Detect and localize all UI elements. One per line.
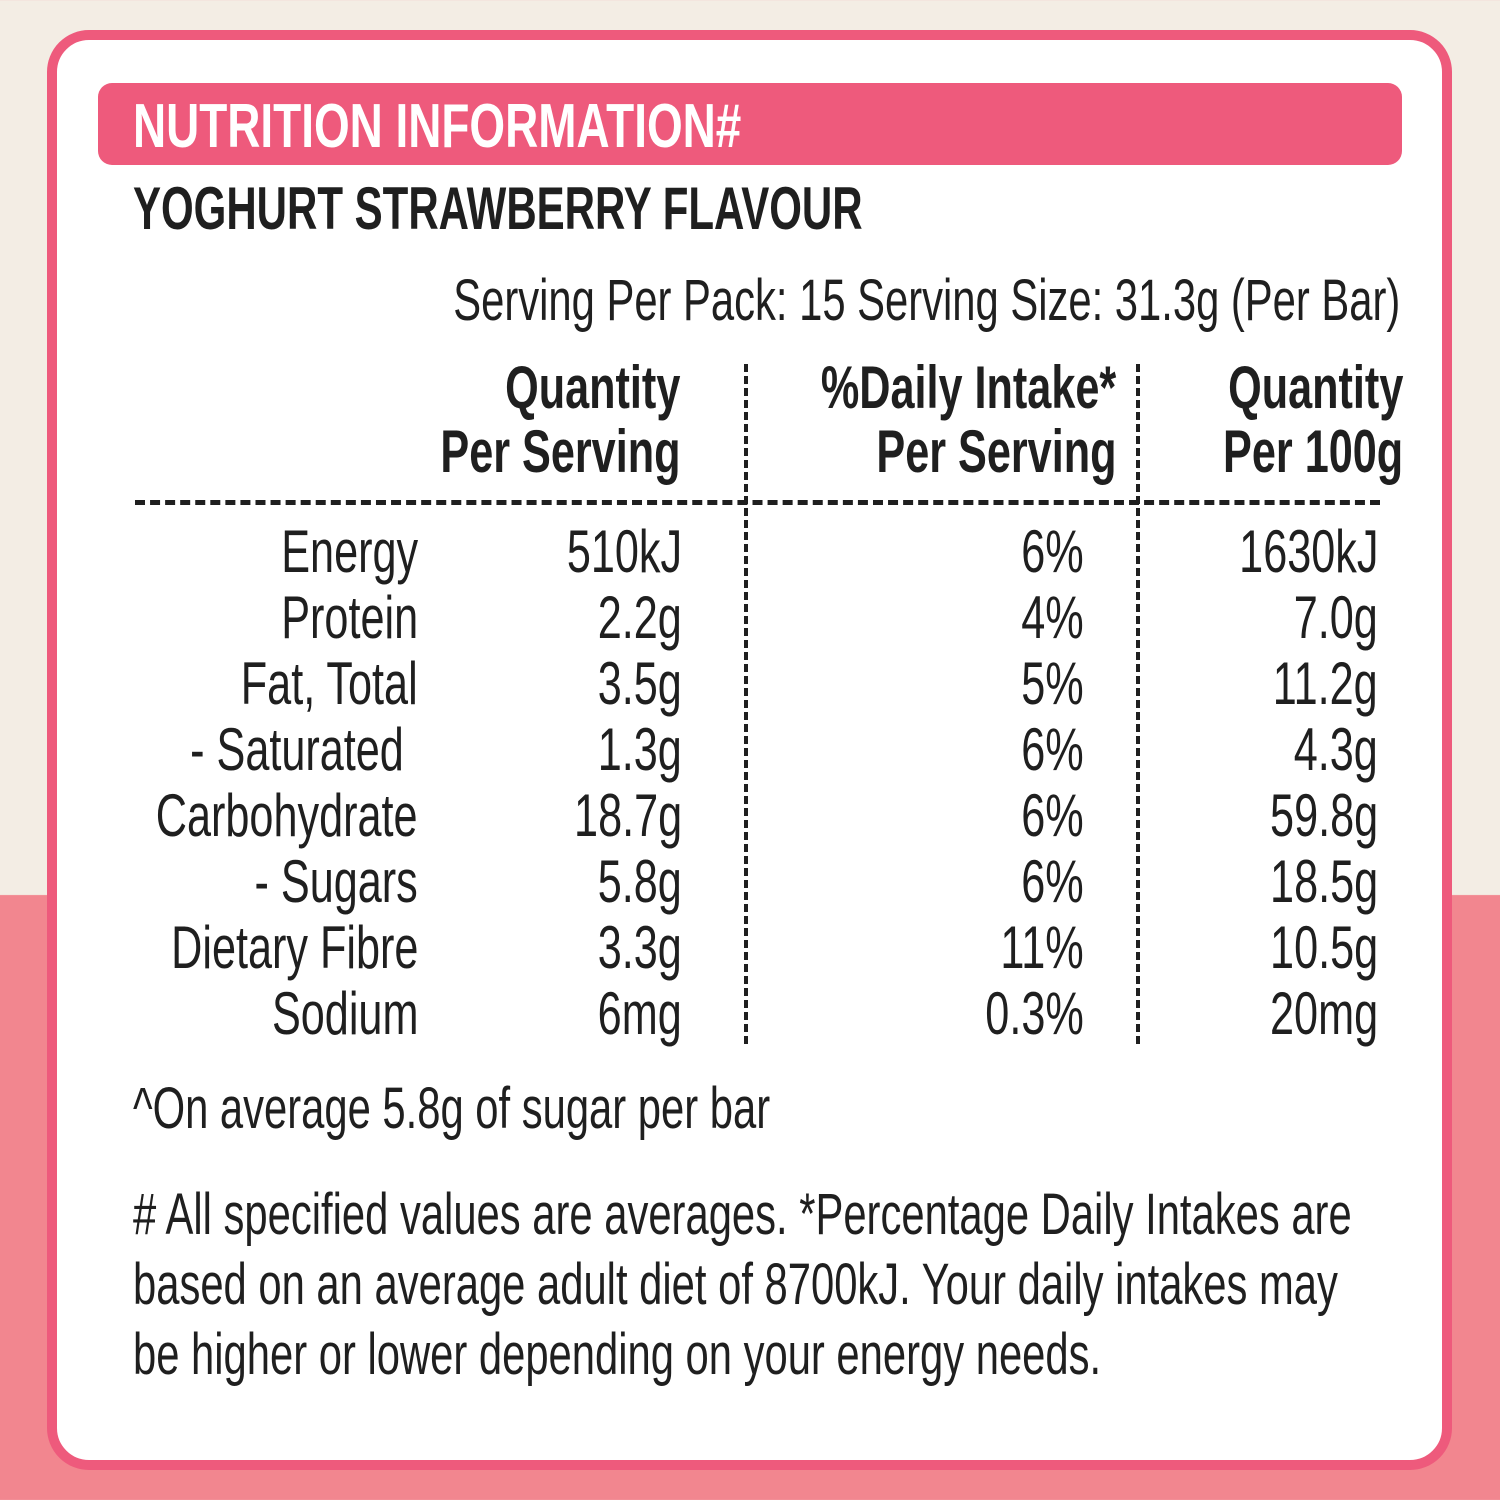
row-per-100g: 1630kJ — [1238, 518, 1378, 585]
row-per-serving: 3.3g — [597, 914, 682, 981]
col-header-qty-serving-line1: Quantity — [504, 354, 680, 421]
divider-vertical-1 — [744, 364, 748, 1044]
panel-title-text: NUTRITION INFORMATION# — [133, 92, 742, 161]
col-header-qty-100g-line2: Per 100g — [1222, 418, 1403, 485]
row-label: Energy — [281, 518, 418, 585]
row-daily-intake: 6% — [1021, 848, 1084, 915]
disclaimer-line-2-text: based on an average adult diet of 8700kJ… — [133, 1252, 1338, 1317]
row-daily-intake: 5% — [1021, 650, 1084, 717]
nutrition-card — [47, 30, 1452, 1470]
col-header-qty-serving: Quantity Per Serving — [347, 354, 680, 485]
row-per-serving: 18.7g — [573, 782, 682, 849]
row-per-100g: 7.0g — [1293, 584, 1378, 651]
sugar-footnote-text: ^On average 5.8g of sugar per bar — [133, 1076, 771, 1141]
row-per-100g: 4.3g — [1293, 716, 1378, 783]
row-daily-intake: 6% — [1021, 716, 1084, 783]
divider-horizontal — [135, 500, 1380, 505]
row-label: Dietary Fibre — [170, 914, 418, 981]
row-label: - Saturated — [190, 716, 404, 783]
title-bar — [98, 83, 1402, 165]
col-header-qty-serving-line2: Per Serving — [439, 418, 680, 485]
product-subtitle: YOGHURT STRAWBERRY FLAVOUR — [133, 176, 1175, 242]
row-per-serving: 1.3g — [597, 716, 682, 783]
row-per-serving: 6mg — [597, 980, 682, 1047]
row-daily-intake: 4% — [1021, 584, 1084, 651]
row-label: Carbohydrate — [156, 782, 418, 849]
row-daily-intake: 11% — [1000, 914, 1084, 981]
disclaimer-line-2: based on an average adult diet of 8700kJ… — [133, 1250, 1500, 1320]
row-per-100g: 10.5g — [1269, 914, 1378, 981]
col-header-daily-intake: %Daily Intake* Per Serving — [706, 356, 1116, 484]
row-per-serving: 510kJ — [566, 518, 682, 585]
row-label: Fat, Total — [241, 650, 418, 717]
col-header-qty-100g-line1: Quantity — [1227, 354, 1403, 421]
disclaimer-line-1: # All specified values are averages. *Pe… — [133, 1180, 1500, 1250]
row-per-100g: 20mg — [1269, 980, 1378, 1047]
disclaimer-line-3-text: be higher or lower depending on your ene… — [133, 1322, 1102, 1387]
row-label: Protein — [281, 584, 418, 651]
serving-info-text: Serving Per Pack: 15 Serving Size: 31.3g… — [452, 268, 1400, 333]
panel-title: NUTRITION INFORMATION# — [133, 92, 955, 162]
col-header-qty-100g: Quantity Per 100g — [1153, 356, 1403, 484]
col-header-daily-intake-line2: Per Serving — [875, 418, 1116, 485]
row-per-100g: 11.2g — [1273, 650, 1378, 717]
row-per-100g: 59.8g — [1269, 782, 1378, 849]
disclaimer-line-1-text: # All specified values are averages. *Pe… — [133, 1182, 1352, 1247]
sugar-footnote: ^On average 5.8g of sugar per bar — [133, 1074, 1018, 1144]
col-header-daily-intake-line1: %Daily Intake* — [820, 354, 1116, 421]
row-daily-intake: 0.3% — [985, 980, 1084, 1047]
row-daily-intake: 6% — [1021, 518, 1084, 585]
row-daily-intake: 6% — [1021, 782, 1084, 849]
row-per-serving: 2.2g — [597, 584, 682, 651]
row-per-serving: 5.8g — [597, 848, 682, 915]
divider-vertical-2 — [1136, 364, 1140, 1044]
row-label: Sodium — [271, 980, 418, 1047]
product-subtitle-text: YOGHURT STRAWBERRY FLAVOUR — [133, 175, 863, 242]
row-per-serving: 3.5g — [597, 650, 682, 717]
row-label: - Sugars — [254, 848, 418, 915]
row-per-100g: 18.5g — [1269, 848, 1378, 915]
serving-info: Serving Per Pack: 15 Serving Size: 31.3g… — [85, 266, 1400, 336]
disclaimer-line-3: be higher or lower depending on your ene… — [133, 1320, 1478, 1390]
